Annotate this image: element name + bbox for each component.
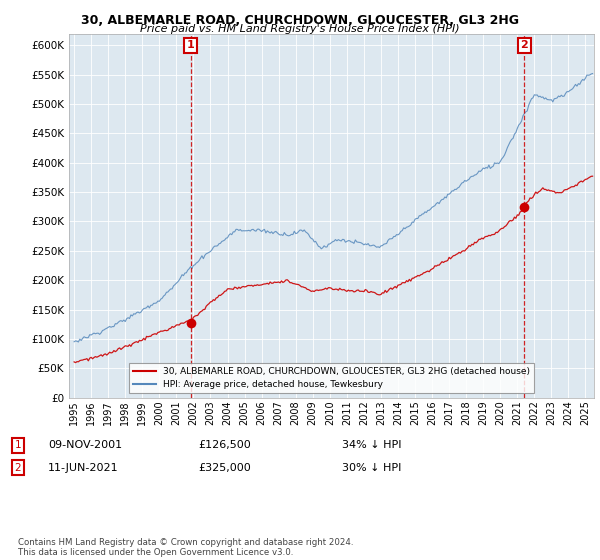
Text: 30% ↓ HPI: 30% ↓ HPI: [342, 463, 401, 473]
Text: 30, ALBEMARLE ROAD, CHURCHDOWN, GLOUCESTER, GL3 2HG: 30, ALBEMARLE ROAD, CHURCHDOWN, GLOUCEST…: [81, 14, 519, 27]
Text: Contains HM Land Registry data © Crown copyright and database right 2024.
This d: Contains HM Land Registry data © Crown c…: [18, 538, 353, 557]
Text: 2: 2: [14, 463, 22, 473]
Text: 1: 1: [14, 440, 22, 450]
Text: 1: 1: [187, 40, 194, 50]
Text: £126,500: £126,500: [198, 440, 251, 450]
Text: 09-NOV-2001: 09-NOV-2001: [48, 440, 122, 450]
Legend: 30, ALBEMARLE ROAD, CHURCHDOWN, GLOUCESTER, GL3 2HG (detached house), HPI: Avera: 30, ALBEMARLE ROAD, CHURCHDOWN, GLOUCEST…: [130, 363, 533, 393]
Text: 11-JUN-2021: 11-JUN-2021: [48, 463, 119, 473]
Text: 2: 2: [521, 40, 528, 50]
Text: £325,000: £325,000: [198, 463, 251, 473]
Text: Price paid vs. HM Land Registry's House Price Index (HPI): Price paid vs. HM Land Registry's House …: [140, 24, 460, 34]
Text: 34% ↓ HPI: 34% ↓ HPI: [342, 440, 401, 450]
